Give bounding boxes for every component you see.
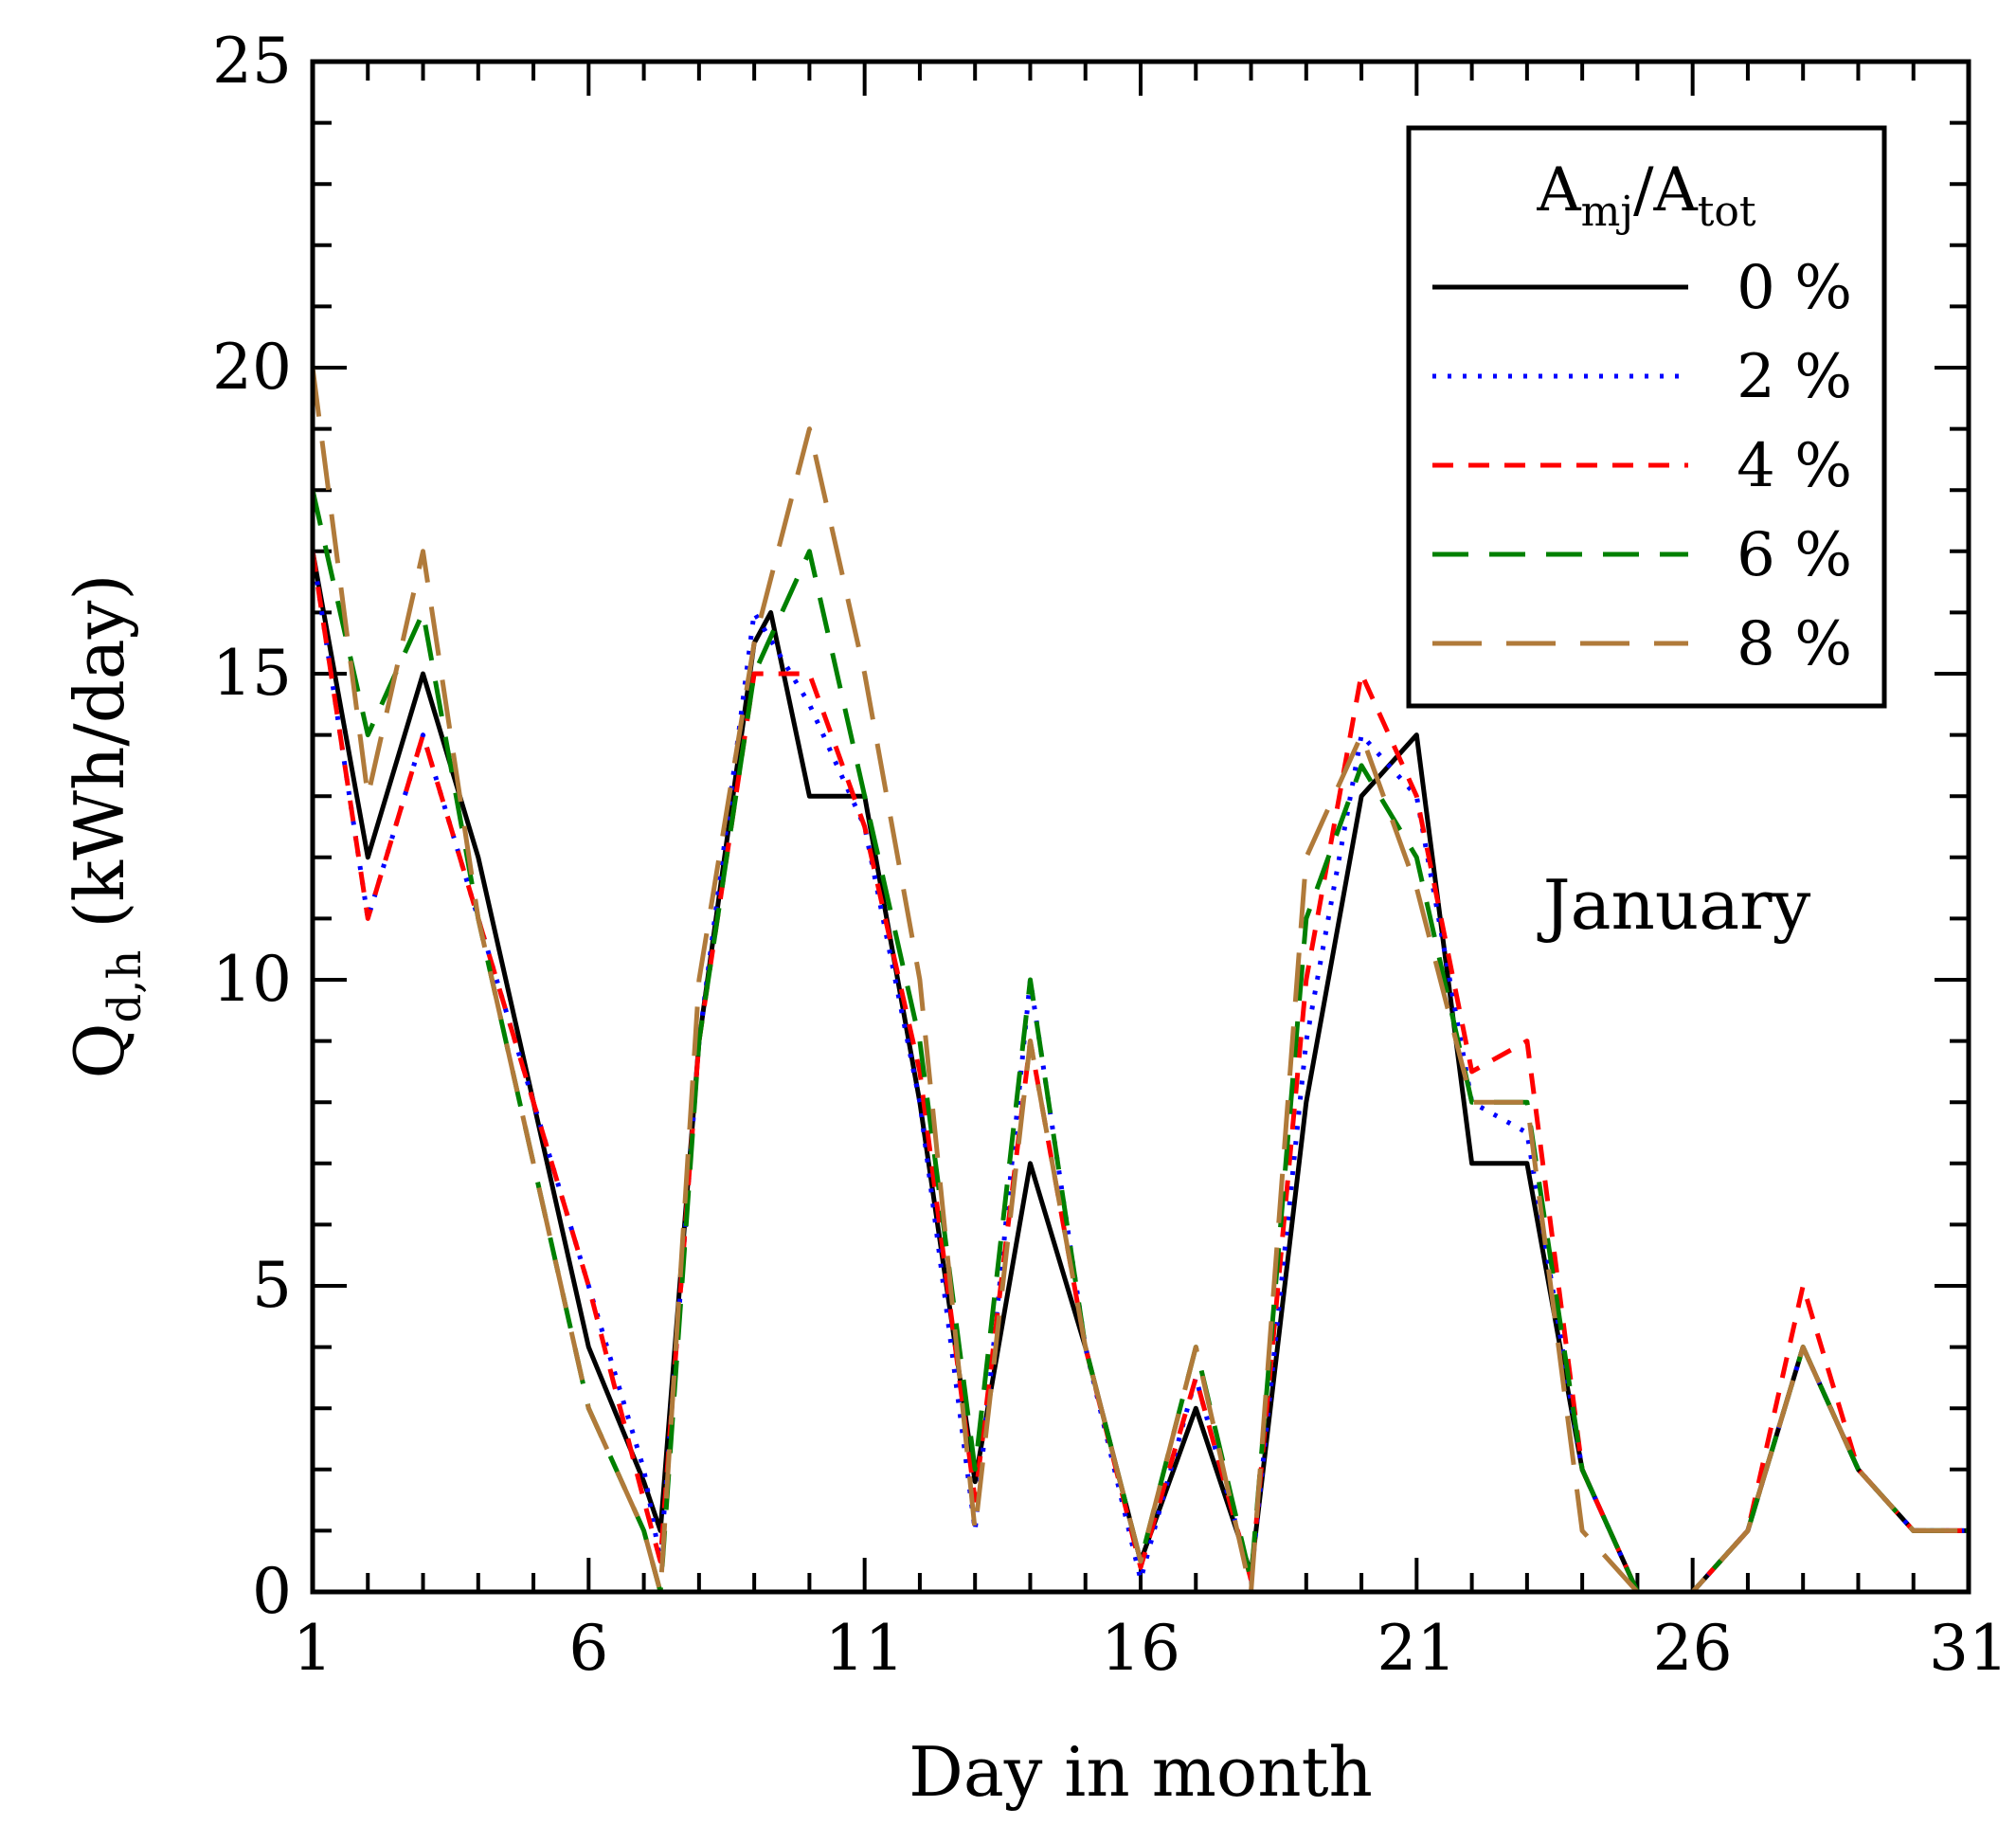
y-axis-title-text: Qd,h (kWh/day)	[60, 574, 152, 1079]
y-tick-label: 15	[212, 637, 292, 710]
x-axis-title: Day in month	[909, 1732, 1373, 1812]
y-axis-title-unit: (kWh/day)	[60, 574, 139, 950]
legend: Amj/Atot 0 % 2 % 4 % 6 % 8 %	[1406, 125, 1887, 709]
y-tick-label: 5	[252, 1249, 292, 1322]
x-tick-label: 16	[1101, 1612, 1180, 1685]
y-tick-label: 20	[212, 331, 292, 404]
legend-label-1: 2 %	[1737, 342, 1852, 412]
x-tick-label: 26	[1653, 1612, 1733, 1685]
x-tick-labels: 1 6 11 16 21 26 31	[293, 1612, 2008, 1685]
legend-label-0: 0 %	[1737, 253, 1852, 323]
y-tick-label: 25	[212, 25, 292, 98]
y-tick-label: 0	[252, 1555, 292, 1628]
legend-title-sub2: tot	[1698, 188, 1756, 236]
legend-title: Amj/Atot	[1536, 155, 1756, 236]
y-axis-title: Qd,h (kWh/day)	[60, 574, 152, 1079]
legend-title-main: A	[1536, 155, 1581, 226]
legend-label-2: 4 %	[1737, 431, 1852, 501]
x-tick-label: 1	[293, 1612, 333, 1685]
y-axis-title-sub: d,h	[99, 950, 152, 1023]
axis-ticks	[311, 60, 1971, 1594]
month-annotation: January	[1537, 865, 1811, 945]
x-tick-label: 31	[1929, 1612, 2008, 1685]
legend-label-3: 6 %	[1737, 520, 1852, 590]
legend-box	[1406, 125, 1887, 709]
legend-title-sub1: mj	[1581, 188, 1633, 236]
legend-label-4: 8 %	[1737, 609, 1852, 679]
x-tick-label: 21	[1377, 1612, 1456, 1685]
legend-entries: 0 % 2 % 4 % 6 % 8 %	[1432, 253, 1852, 679]
y-tick-labels: 0 5 10 15 20 25	[212, 25, 292, 1628]
plot-frame	[310, 59, 1971, 1595]
x-tick-label: 6	[568, 1612, 608, 1685]
y-axis-title-main: Q	[60, 1022, 139, 1078]
x-tick-label: 11	[825, 1612, 905, 1685]
legend-title-slash: /A	[1633, 155, 1699, 226]
y-tick-label: 10	[212, 943, 292, 1016]
